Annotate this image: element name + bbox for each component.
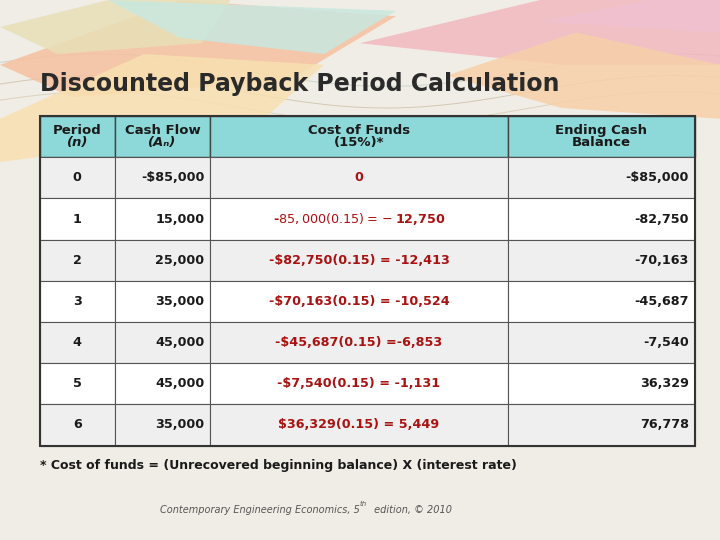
Text: 5: 5	[73, 377, 81, 390]
Text: edition, © 2010: edition, © 2010	[371, 505, 452, 515]
Text: 45,000: 45,000	[155, 336, 204, 349]
Text: (Aₙ): (Aₙ)	[148, 137, 176, 150]
Text: Balance: Balance	[572, 137, 631, 150]
Text: 35,000: 35,000	[155, 295, 204, 308]
Text: Cost of Funds: Cost of Funds	[308, 124, 410, 137]
Text: -45,687: -45,687	[634, 295, 689, 308]
Text: -$85,000: -$85,000	[141, 171, 204, 184]
Text: -$85,000: -$85,000	[626, 171, 689, 184]
Text: 4: 4	[73, 336, 82, 349]
Text: 1: 1	[73, 213, 81, 226]
Text: 45,000: 45,000	[155, 377, 204, 390]
Text: -$70,163(0.15) = -10,524: -$70,163(0.15) = -10,524	[269, 295, 449, 308]
Text: (n): (n)	[66, 137, 88, 150]
Text: -7,540: -7,540	[643, 336, 689, 349]
Text: 2: 2	[73, 254, 81, 267]
Text: -$82,750(0.15) = -12,413: -$82,750(0.15) = -12,413	[269, 254, 449, 267]
Text: -70,163: -70,163	[634, 254, 689, 267]
Text: $36,329(0.15) = 5,449: $36,329(0.15) = 5,449	[279, 418, 440, 431]
Text: 15,000: 15,000	[155, 213, 204, 226]
Text: * Cost of funds = (Unrecovered beginning balance) X (interest rate): * Cost of funds = (Unrecovered beginning…	[40, 459, 516, 472]
Text: 0: 0	[354, 171, 364, 184]
Text: th: th	[360, 501, 367, 507]
Text: 6: 6	[73, 418, 81, 431]
Text: Cash Flow: Cash Flow	[125, 124, 200, 137]
Text: -$7,540(0.15) = -1,131: -$7,540(0.15) = -1,131	[277, 377, 441, 390]
Text: Contemporary Engineering Economics, 5: Contemporary Engineering Economics, 5	[160, 505, 360, 515]
Text: -$45,687(0.15) =-6,853: -$45,687(0.15) =-6,853	[275, 336, 443, 349]
Text: 35,000: 35,000	[155, 418, 204, 431]
Text: Period: Period	[53, 124, 102, 137]
Text: -$85,000(0.15) = -$12,750: -$85,000(0.15) = -$12,750	[273, 211, 445, 227]
Text: (15%)*: (15%)*	[334, 137, 384, 150]
Text: 25,000: 25,000	[155, 254, 204, 267]
Text: Ending Cash: Ending Cash	[555, 124, 647, 137]
Text: 36,329: 36,329	[640, 377, 689, 390]
Text: 76,778: 76,778	[640, 418, 689, 431]
Text: Discounted Payback Period Calculation: Discounted Payback Period Calculation	[40, 72, 559, 96]
Text: 0: 0	[73, 171, 81, 184]
Text: -82,750: -82,750	[634, 213, 689, 226]
Text: 3: 3	[73, 295, 81, 308]
